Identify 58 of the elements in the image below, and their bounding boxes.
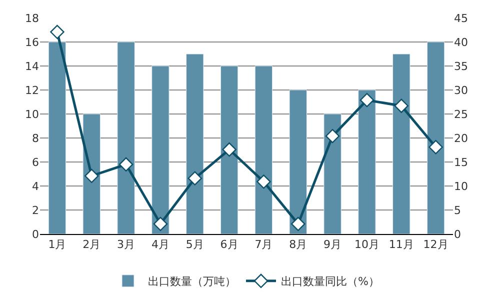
bar	[152, 66, 170, 234]
y-tick-label: 6	[32, 156, 39, 169]
x-tick-label: 9月	[324, 238, 342, 252]
point	[84, 168, 99, 184]
legend-label: 出口数量（万吨）	[148, 275, 236, 288]
bar	[392, 54, 410, 234]
point	[325, 128, 340, 144]
x-tick-label: 10月	[354, 238, 380, 252]
bar	[48, 42, 66, 234]
y-tick-label: 2	[32, 204, 39, 217]
bar	[358, 90, 376, 234]
bar	[289, 90, 307, 234]
legend-label: 出口数量同比（%）	[281, 275, 380, 288]
bar	[117, 42, 135, 234]
x-tick-label: 1月	[48, 238, 66, 252]
point	[188, 171, 202, 186]
bar	[220, 66, 238, 234]
x-tick-label: 3月	[117, 238, 136, 252]
point	[153, 216, 168, 232]
x-tick-label: 6月	[220, 238, 238, 252]
y-tick-label: 10	[25, 108, 39, 121]
x-tick-label: 12月	[423, 238, 448, 252]
point	[394, 98, 408, 113]
bar	[82, 114, 100, 234]
y2-tick-label: 15	[454, 156, 468, 169]
y-tick-label: 18	[25, 12, 39, 25]
y-tick-label: 12	[25, 84, 39, 97]
y-tick-label: 0	[32, 228, 39, 241]
bar	[426, 42, 445, 234]
y2-tick-label: 25	[454, 108, 468, 121]
y2-tick-label: 5	[454, 204, 461, 217]
y2-tick-label: 20	[454, 132, 468, 145]
point	[360, 92, 374, 108]
x-tick-label: 4月	[151, 238, 170, 252]
y-tick-label: 8	[32, 132, 39, 145]
point	[291, 216, 306, 232]
y2-tick-label: 0	[454, 228, 461, 241]
y-tick-label: 16	[25, 36, 39, 49]
y2-tick-label: 40	[454, 36, 468, 49]
y2-tick-label: 30	[454, 84, 468, 97]
bar	[186, 54, 204, 234]
bar	[324, 114, 342, 234]
y-tick-label: 4	[32, 180, 39, 193]
y2-tick-label: 35	[454, 60, 468, 73]
y2-tick-label: 10	[454, 180, 468, 193]
x-tick-label: 2月	[82, 238, 101, 252]
point	[428, 140, 443, 154]
bar	[254, 66, 273, 234]
x-tick-label: 8月	[289, 238, 308, 252]
point	[118, 157, 134, 172]
y2-tick-label: 45	[454, 12, 468, 25]
x-tick-label: 11月	[388, 238, 414, 252]
x-tick-label: 5月	[186, 238, 204, 252]
y-tick-label: 14	[25, 60, 39, 73]
point	[222, 142, 236, 157]
x-tick-label: 7月	[254, 238, 273, 252]
point	[50, 24, 64, 40]
point	[256, 174, 271, 189]
